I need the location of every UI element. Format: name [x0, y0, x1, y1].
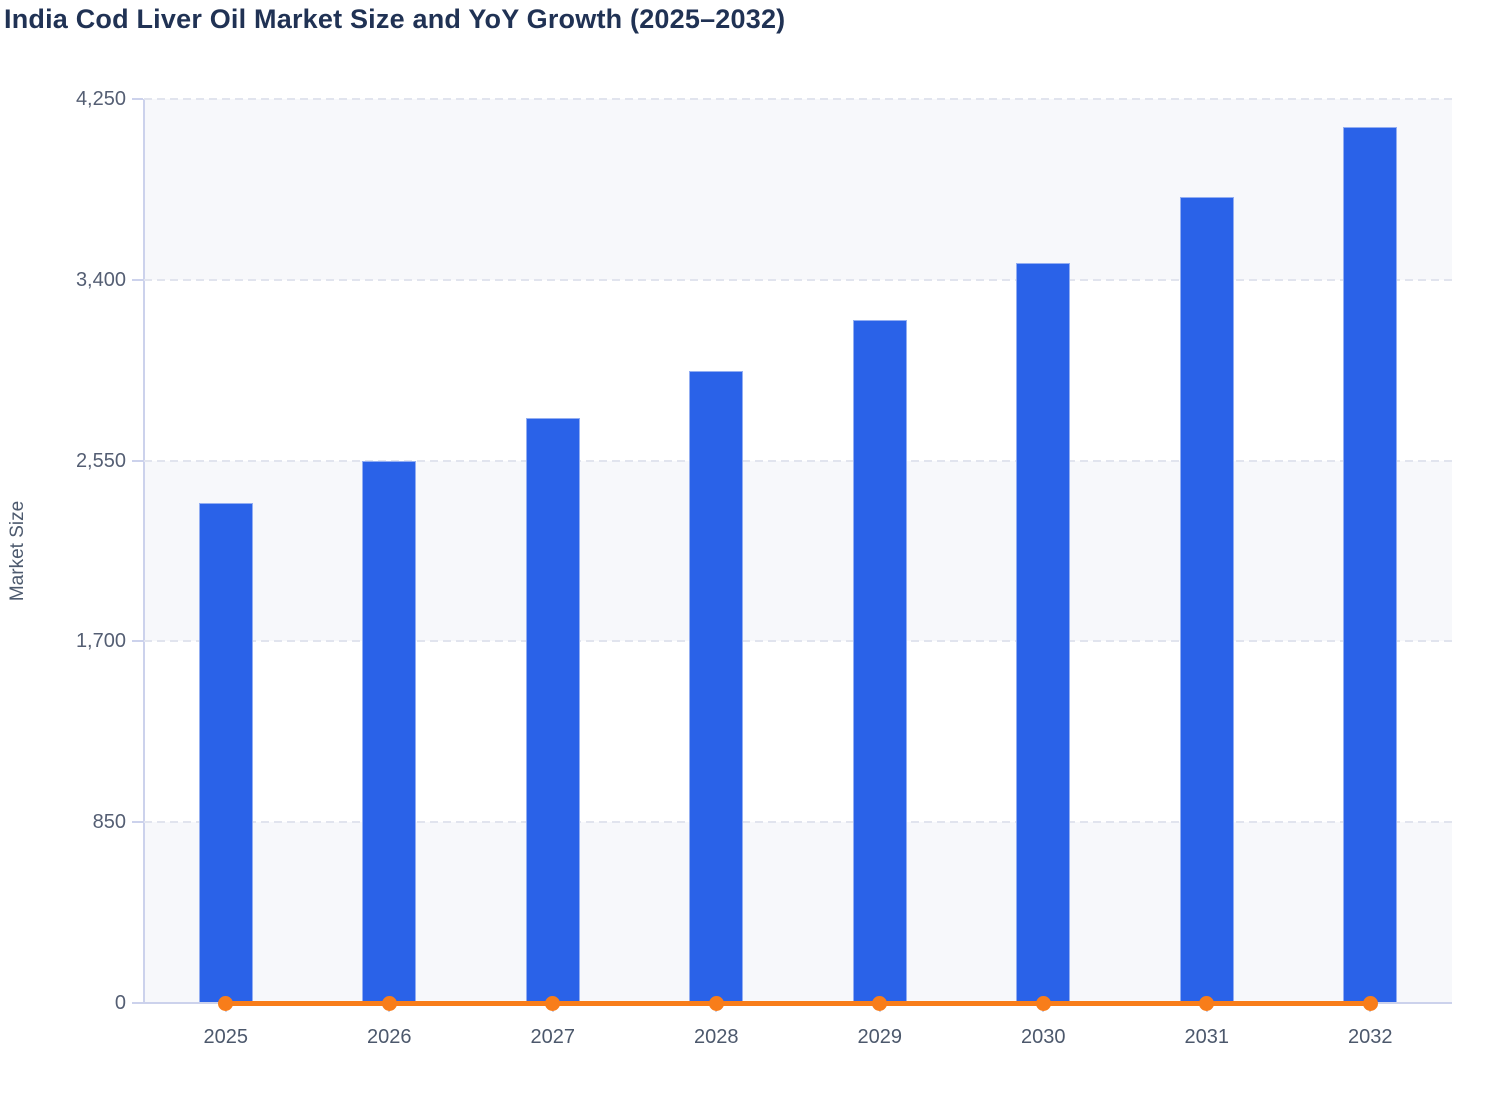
y-tick-label-850: 850 [92, 811, 126, 834]
y-tick-label-2550: 2,550 [75, 449, 126, 472]
y-axis-line [143, 99, 145, 1003]
yoy-point-2030[interactable] [1035, 995, 1051, 1011]
plot-band-2550-3400 [144, 280, 1452, 461]
yoy-point-2026[interactable] [381, 995, 397, 1011]
gridline-2550 [144, 459, 1452, 462]
x-tick-label-2028: 2028 [694, 1026, 739, 1048]
gridline-850 [144, 821, 1452, 824]
plot-band-850-1700 [144, 641, 1452, 822]
y-tick-850 [132, 821, 143, 824]
x-tick-label-2030: 2030 [1021, 1026, 1066, 1048]
y-tick-label-0: 0 [114, 992, 126, 1014]
plot-band-0-850 [144, 822, 1452, 1003]
y-tick-3400 [132, 278, 143, 281]
plot-band-3400-4250 [144, 99, 1452, 280]
bar-2029[interactable] [852, 320, 907, 1003]
y-tick-label-1700: 1,700 [75, 630, 126, 653]
y-tick-4250 [132, 98, 143, 100]
y-tick-label-4250: 4,250 [75, 88, 126, 110]
bar-2030[interactable] [1016, 262, 1071, 1003]
bar-2032[interactable] [1343, 126, 1398, 1003]
bar-2028[interactable] [689, 371, 744, 1003]
gridline-1700 [144, 640, 1452, 643]
yoy-point-2027[interactable] [545, 995, 561, 1011]
y-tick-0 [132, 1002, 143, 1004]
x-tick-label-2025: 2025 [203, 1026, 249, 1048]
yoy-line [225, 1000, 1371, 1006]
yoy-point-2029[interactable] [872, 995, 888, 1011]
plot-area: 0 850 1,700 2,550 3,400 4,250 2025 2026 2027 2028… [76, 88, 1452, 1048]
bar-2025[interactable] [198, 503, 253, 1003]
y-tick-2550 [132, 459, 143, 462]
yoy-point-2028[interactable] [708, 995, 724, 1011]
y-axis-title: Market Size [7, 500, 28, 602]
x-tick-label-2027: 2027 [530, 1026, 576, 1048]
plot-band-1700-2550 [144, 460, 1452, 642]
y-tick-1700 [132, 640, 143, 643]
yoy-point-2025[interactable] [218, 995, 234, 1011]
gridline-4250 [144, 98, 1452, 100]
bar-2027[interactable] [525, 418, 580, 1003]
chart-title: India Cod Liver Oil Market Size and YoY … [4, 4, 786, 34]
x-tick-label-2032: 2032 [1348, 1026, 1393, 1048]
x-tick-label-2031: 2031 [1184, 1026, 1230, 1048]
yoy-point-2031[interactable] [1199, 995, 1215, 1011]
bar-2031[interactable] [1179, 196, 1234, 1003]
x-tick-label-2029: 2029 [857, 1026, 903, 1048]
y-tick-label-3400: 3,400 [75, 268, 126, 291]
yoy-point-2032[interactable] [1362, 995, 1378, 1011]
gridline-3400 [144, 278, 1452, 281]
bar-2026[interactable] [362, 460, 417, 1003]
x-tick-label-2026: 2026 [367, 1026, 412, 1048]
